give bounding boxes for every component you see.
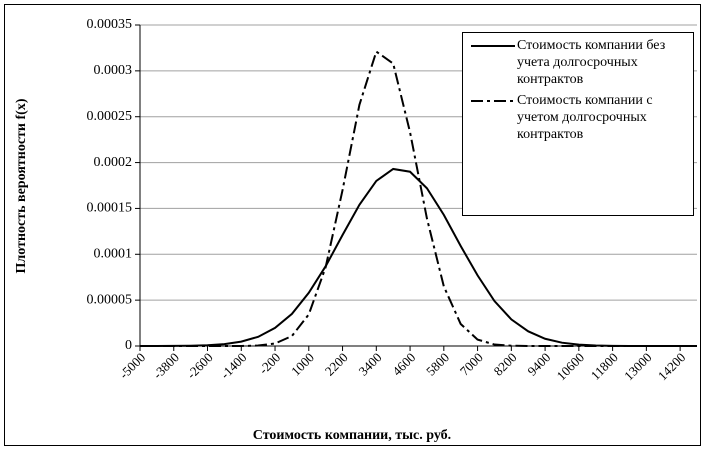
y-tick-label: 0.00025 (87, 109, 133, 124)
x-tick-label: 3400 (356, 350, 385, 379)
legend-label: Стоимость компании без учета долгосрочны… (517, 38, 666, 87)
x-tick-label: 2200 (322, 350, 351, 379)
x-tick-label: -1400 (217, 350, 249, 382)
legend-swatch (471, 100, 515, 102)
y-tick-label: 0.0003 (94, 63, 133, 78)
x-tick-label: 13000 (621, 350, 655, 384)
x-tick-label: 5800 (423, 350, 452, 379)
y-tick-label: 0 (125, 338, 132, 353)
legend-swatch (471, 45, 515, 47)
x-tick-label: -3800 (150, 350, 182, 382)
x-tick-label: 7000 (457, 350, 486, 379)
legend: Стоимость компании без учета долгосрочны… (462, 32, 694, 216)
y-tick-label: 0.00015 (87, 201, 133, 216)
y-tick-label: 0.0002 (94, 155, 133, 170)
x-tick-label: -5000 (116, 350, 148, 382)
x-tick-label: 1000 (288, 350, 317, 379)
x-tick-label: 9400 (524, 350, 553, 379)
x-axis-title: Стоимость компании, тыс. руб. (253, 428, 451, 443)
x-tick-label: 14200 (655, 350, 689, 384)
y-axis-title: Плотность вероятности f(x) (14, 98, 29, 273)
legend-label: Стоимость компании с учетом долгосрочных… (517, 93, 653, 142)
legend-entry: Стоимость компании с учетом долгосрочных… (467, 92, 689, 143)
y-tick-label: 0.00035 (87, 17, 133, 32)
x-tick-label: 11800 (588, 350, 621, 383)
x-tick-label: 4600 (389, 350, 418, 379)
legend-entry: Стоимость компании без учета долгосрочны… (467, 37, 689, 88)
series-line (140, 49, 697, 347)
y-tick-label: 0.0001 (94, 247, 133, 262)
y-tick-label: 0.00005 (87, 292, 133, 307)
frame (4, 4, 701, 446)
x-tick-label: 10600 (553, 350, 587, 384)
x-tick-label: -2600 (184, 350, 216, 382)
x-tick-label: 8200 (491, 350, 520, 379)
x-tick-label: -200 (256, 350, 283, 377)
